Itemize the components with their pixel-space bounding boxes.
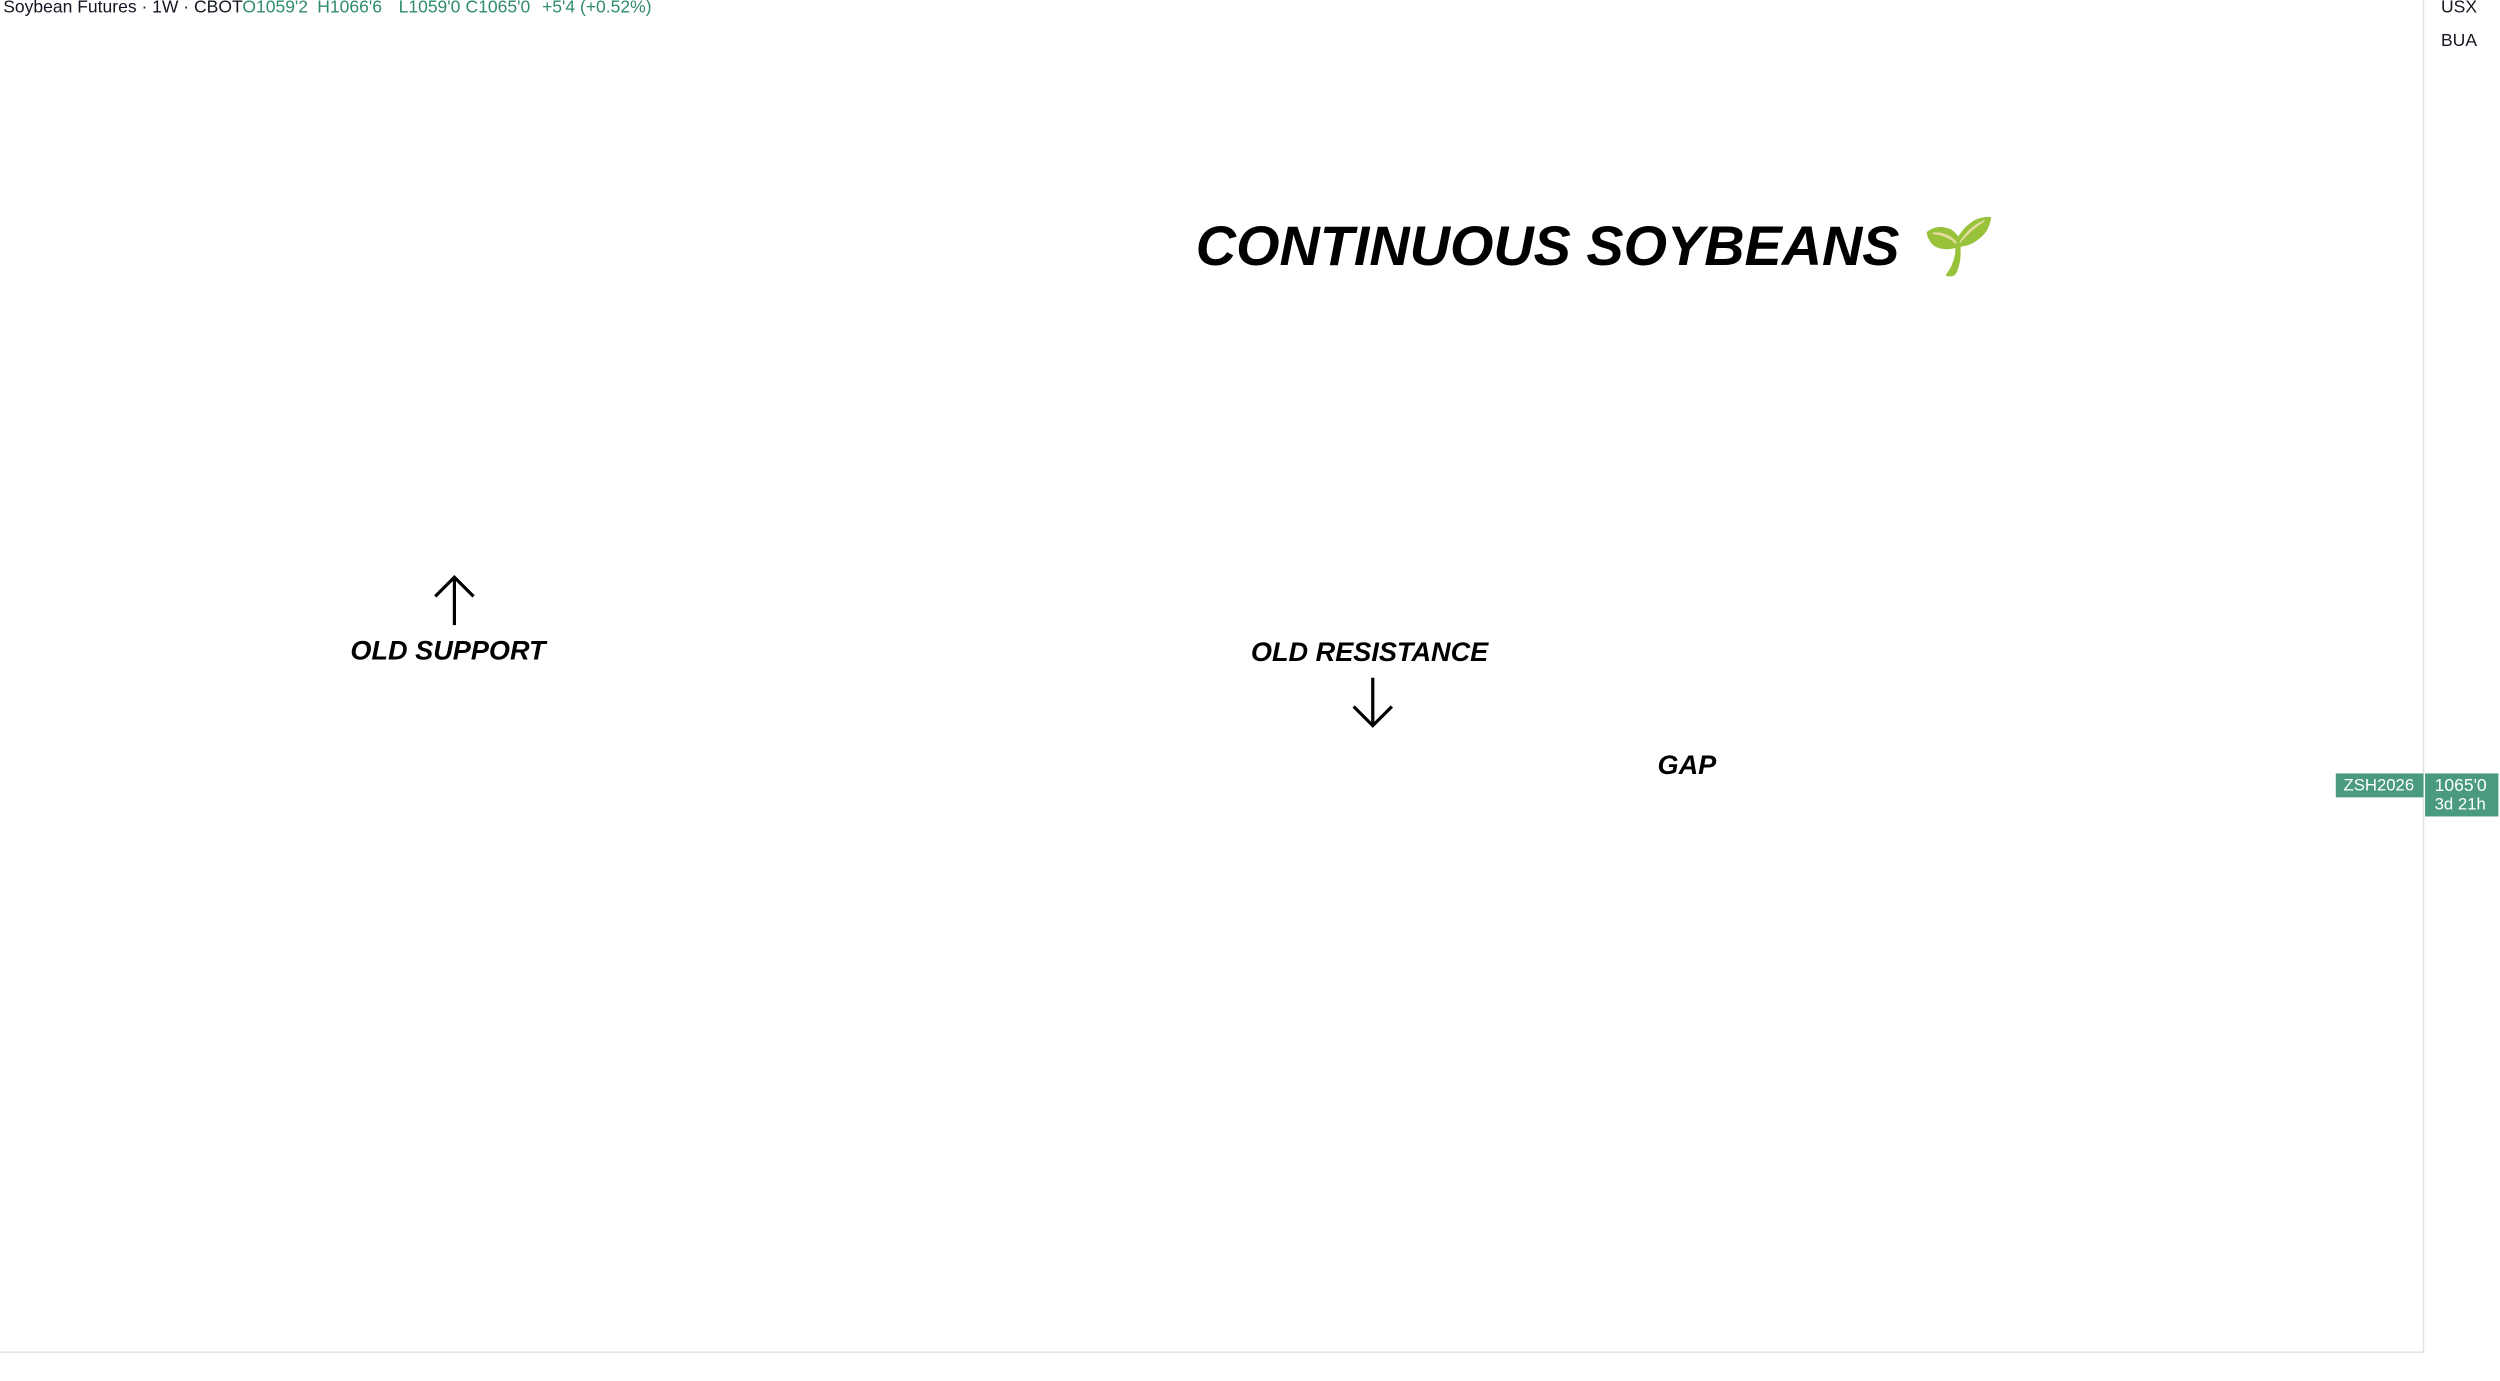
- chart-title: CONTINUOUS SOYBEANS 🌱: [1196, 214, 1994, 278]
- close: C1065'0: [466, 0, 531, 17]
- price-box: [2425, 773, 2499, 817]
- currency: USX: [2441, 0, 2477, 17]
- ticker: ZSH2026: [2343, 776, 2414, 795]
- annotation: GAP: [1658, 749, 1718, 780]
- annotation: OLD RESISTANCE: [1251, 636, 1489, 667]
- high: H1066'6: [317, 0, 382, 17]
- annotation: OLD SUPPORT: [350, 634, 548, 665]
- down-arrow: [1352, 677, 1394, 728]
- price-label: 1065'0: [2435, 775, 2487, 795]
- change: +5'4 (+0.52%): [542, 0, 651, 17]
- unit: BUA: [2441, 30, 2477, 50]
- up-arrow: [434, 575, 475, 626]
- countdown: 3d 21h: [2435, 795, 2486, 814]
- arrows: [434, 575, 1394, 728]
- symbol: Soybean Futures · 1W · CBOT: [3, 0, 243, 17]
- ticker-box: [2335, 773, 2424, 798]
- low: L1059'0: [399, 0, 461, 17]
- open: O1059'2: [242, 0, 308, 17]
